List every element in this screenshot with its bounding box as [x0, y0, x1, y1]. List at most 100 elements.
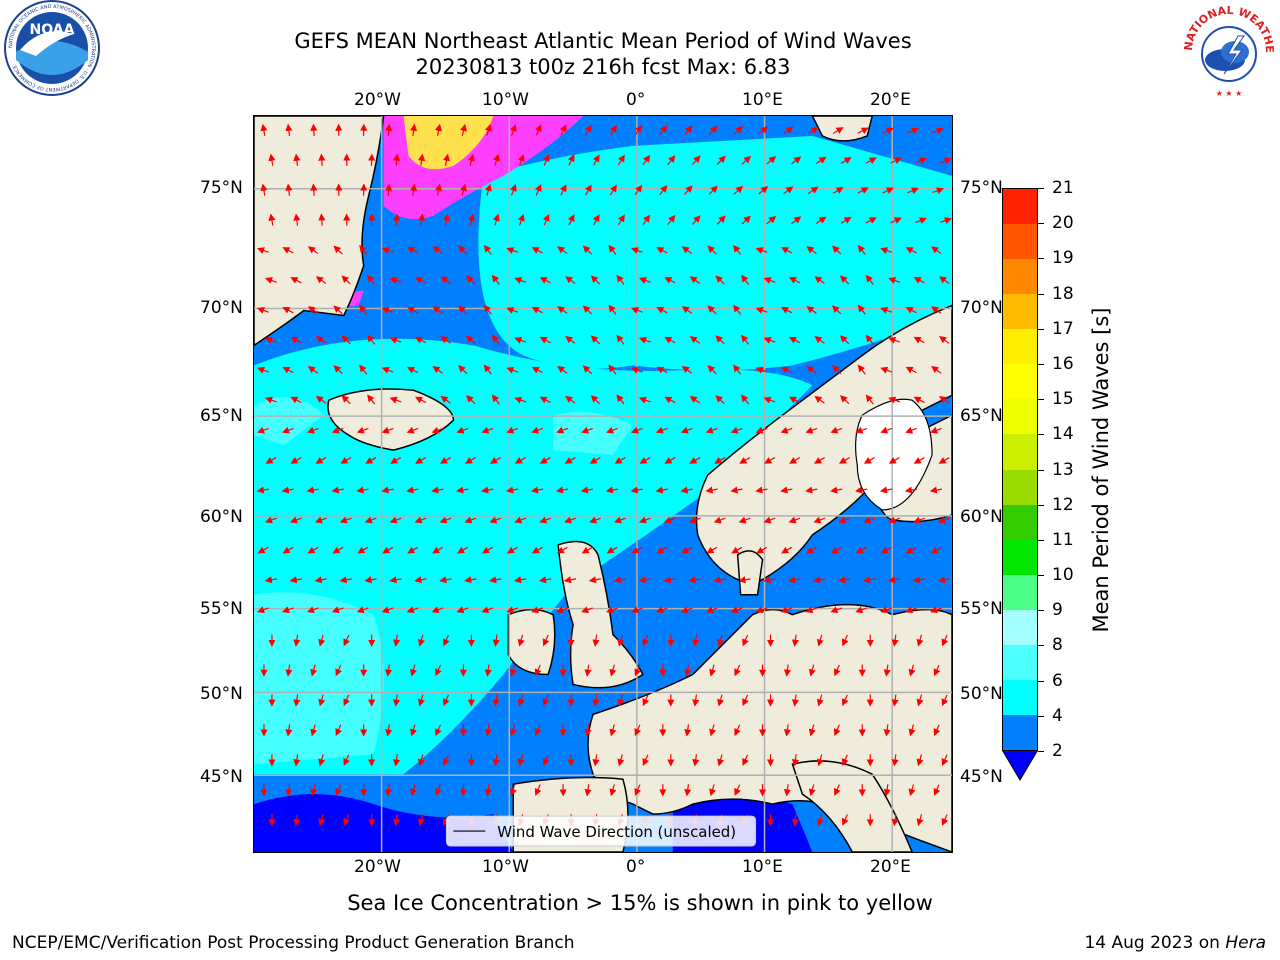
wind-wave-arrow [857, 364, 866, 375]
wind-wave-arrow [883, 784, 891, 797]
wind-wave-arrow [708, 185, 718, 195]
lat-label-left: 45°N [200, 767, 243, 787]
wind-wave-arrow [293, 814, 301, 827]
wind-wave-arrow [318, 213, 326, 226]
footer-host: Hera [1225, 933, 1266, 953]
wind-wave-arrow [913, 277, 925, 284]
wind-wave-arrow [484, 664, 492, 677]
wind-wave-arrow [343, 814, 350, 826]
lon-label-bottom: 20°E [870, 857, 911, 877]
wind-wave-arrow [879, 486, 893, 494]
map-legend: Wind Wave Direction (unscaled) [445, 815, 757, 847]
colorbar-tick-label: 20 [1052, 213, 1074, 234]
wind-wave-arrow [713, 576, 726, 584]
wind-wave-arrow [307, 365, 319, 374]
wind-wave-arrow [880, 247, 893, 254]
wind-wave-arrow [315, 395, 327, 404]
wind-wave-arrow [281, 486, 294, 494]
wind-wave-arrow [257, 307, 269, 314]
wind-wave-arrow [257, 606, 269, 614]
colorbar-tick-mark [1038, 645, 1044, 647]
wind-wave-arrow [318, 694, 326, 707]
colorbar-tick-label: 8 [1052, 635, 1063, 656]
wind-wave-arrow [393, 153, 401, 166]
wind-wave-arrow [443, 694, 450, 707]
wind-wave-arrow [814, 336, 825, 344]
wind-wave-arrow [707, 245, 717, 255]
wind-wave-arrow [606, 546, 618, 554]
wind-wave-arrow [534, 664, 542, 677]
wind-wave-arrow [256, 486, 269, 494]
wind-wave-arrow [788, 576, 801, 584]
wind-wave-arrow [339, 576, 352, 584]
wind-wave-arrow [642, 754, 650, 766]
wind-wave-arrow [832, 365, 842, 375]
wind-wave-arrow [664, 396, 676, 404]
wind-wave-arrow [514, 516, 527, 524]
wind-wave-arrow [580, 486, 594, 494]
wind-wave-arrow [531, 426, 544, 434]
wind-wave-arrow [406, 606, 419, 614]
wind-wave-arrow [489, 457, 501, 464]
wind-wave-arrow [655, 606, 668, 614]
wind-wave-arrow [293, 634, 301, 647]
wind-wave-arrow [407, 366, 419, 374]
wind-wave-arrow [293, 754, 301, 767]
wind-wave-arrow [458, 245, 468, 255]
wind-wave-arrow [290, 396, 302, 404]
colorbar-tick-label: 11 [1052, 529, 1074, 550]
wind-wave-arrow [855, 546, 867, 554]
wind-wave-arrow [506, 366, 519, 374]
wind-wave-arrow [839, 395, 850, 405]
wind-wave-arrow [905, 247, 917, 254]
lat-label-left: 75°N [200, 178, 243, 198]
wind-wave-arrow [565, 276, 576, 284]
wind-wave-arrow [806, 246, 817, 255]
wind-wave-arrow [432, 365, 443, 374]
wind-wave-arrow [539, 516, 552, 524]
wind-wave-arrow [617, 154, 625, 166]
wind-wave-arrow [314, 576, 327, 584]
wind-wave-arrow [415, 396, 427, 404]
wind-wave-arrow [634, 664, 642, 677]
wind-wave-arrow [631, 546, 643, 554]
wind-wave-arrow [913, 336, 925, 344]
wind-wave-arrow [517, 634, 525, 647]
wind-wave-arrow [931, 365, 942, 374]
wind-wave-arrow [381, 606, 394, 614]
wind-wave-arrow [582, 365, 593, 375]
wind-wave-arrow [609, 784, 617, 797]
wind-wave-arrow [481, 486, 494, 494]
chart-subtitle: 20230813 t00z 216h fcst Max: 6.83 [415, 55, 791, 79]
wind-wave-arrow [584, 784, 592, 797]
footer-date: 14 Aug 2023 on Hera [1084, 933, 1266, 953]
wind-wave-arrow [531, 366, 543, 374]
colorbar-band [1003, 539, 1037, 575]
wind-wave-arrow [393, 213, 401, 226]
wind-wave-arrow [332, 546, 344, 554]
wind-wave-arrow [833, 664, 841, 677]
wind-wave-arrow [514, 396, 527, 404]
wind-wave-arrow [717, 634, 725, 647]
wind-wave-arrow [481, 606, 494, 614]
wind-wave-arrow [484, 724, 492, 737]
wind-wave-arrow [260, 183, 268, 196]
colorbar-tick-mark [1038, 223, 1044, 225]
lat-label-right: 60°N [960, 507, 1003, 527]
wind-wave-arrow [456, 486, 469, 494]
wind-wave-arrow [565, 395, 576, 404]
wind-wave-arrow [331, 606, 344, 614]
colorbar-band [1003, 364, 1037, 400]
wind-wave-arrow [887, 576, 901, 584]
wind-wave-arrow [393, 694, 401, 707]
wind-wave-arrow [505, 486, 519, 494]
wind-wave-arrow [492, 634, 500, 647]
wind-wave-arrow [916, 634, 924, 647]
lat-label-left: 55°N [200, 599, 243, 619]
wind-wave-arrow [705, 486, 718, 494]
wind-wave-arrow [634, 184, 643, 196]
wind-wave-arrow [534, 124, 542, 136]
wind-wave-arrow [788, 396, 801, 404]
wind-wave-arrow [684, 125, 693, 136]
wind-wave-arrow [692, 155, 701, 166]
